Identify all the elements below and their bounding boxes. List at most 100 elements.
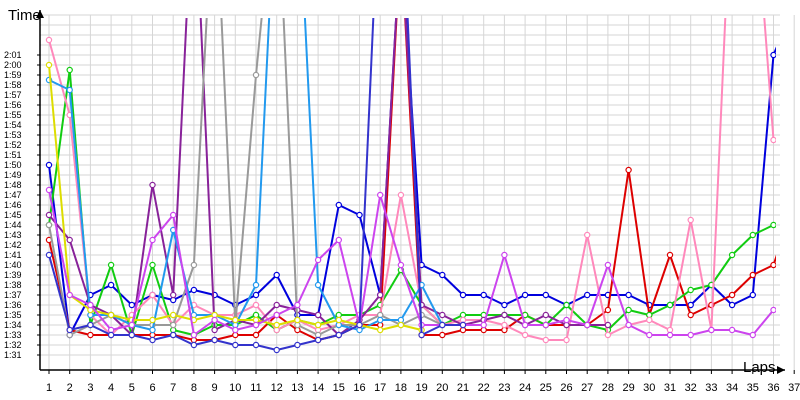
axes [36, 10, 795, 374]
data-point [377, 191, 384, 199]
x-tick-label: 15 [333, 382, 345, 394]
x-tick-label: 6 [149, 382, 155, 394]
data-point [542, 321, 550, 329]
data-point [169, 331, 177, 339]
data-point [356, 321, 363, 329]
data-point [604, 306, 612, 314]
data-point [459, 321, 467, 329]
y-tick-label: 1:42 [4, 240, 22, 250]
data-point [273, 271, 280, 279]
data-point [480, 291, 487, 299]
data-point [107, 331, 115, 339]
data-point [149, 291, 156, 299]
x-tick-label: 37 [788, 382, 800, 394]
x-tick-label: 29 [622, 382, 634, 394]
x-tick-label: 7 [170, 382, 176, 394]
x-axis-arrow [777, 366, 785, 374]
data-point [604, 321, 612, 329]
data-point [232, 326, 239, 334]
data-point [728, 251, 736, 259]
data-point [542, 291, 550, 299]
x-tick-label: 25 [540, 382, 552, 394]
data-point [397, 191, 405, 199]
data-point [770, 306, 776, 314]
y-tick-label: 1:59 [4, 70, 22, 80]
x-tick-label: 21 [457, 382, 469, 394]
data-point [66, 66, 73, 74]
data-point [377, 326, 384, 334]
data-point [335, 331, 342, 339]
data-point [708, 326, 715, 334]
data-point [273, 346, 280, 354]
x-tick-label: 34 [726, 382, 738, 394]
data-point [107, 261, 115, 269]
y-tick-labels: 1:311:321:331:341:351:361:371:381:391:40… [4, 50, 22, 360]
data-point [149, 181, 156, 189]
x-tick-label: 28 [602, 382, 614, 394]
data-point [728, 326, 736, 334]
y-tick-label: 1:39 [4, 270, 22, 280]
data-point [666, 251, 674, 259]
data-point [252, 331, 260, 339]
data-point [45, 251, 53, 259]
data-point [749, 331, 757, 339]
x-tick-label: 12 [271, 382, 283, 394]
series-line [48, 189, 775, 336]
x-tick-label: 36 [767, 382, 779, 394]
x-tick-label: 9 [212, 382, 218, 394]
data-point [190, 286, 198, 294]
y-tick-label: 2:00 [4, 60, 22, 70]
data-point [418, 331, 425, 339]
y-tick-label: 1:46 [4, 200, 22, 210]
data-point [542, 311, 550, 319]
x-tick-labels: 1 2 3 4 5 6 7 8 9 10 11 12 13 14 15 16 17 18 19 20 21 22 23 24 2… [46, 382, 800, 394]
data-point [273, 301, 280, 309]
data-point [128, 331, 135, 339]
x-tick-label: 13 [291, 382, 303, 394]
data-point [252, 281, 260, 289]
data-point [252, 301, 260, 309]
x-tick-label: 10 [229, 382, 241, 394]
data-point [584, 321, 591, 329]
series-lines [45, 18, 776, 354]
data-point [501, 301, 508, 309]
data-point [190, 331, 198, 339]
x-tick-label: 30 [643, 382, 655, 394]
data-point [128, 301, 135, 309]
y-tick-label: 1:45 [4, 210, 22, 220]
y-tick-label: 1:33 [4, 330, 22, 340]
y-tick-label: 1:55 [4, 110, 22, 120]
y-tick-label: 1:58 [4, 80, 22, 90]
data-point [128, 321, 135, 329]
data-point [397, 261, 405, 269]
data-point [294, 341, 301, 349]
data-point [273, 311, 280, 319]
y-tick-label: 1:57 [4, 90, 22, 100]
x-tick-label: 20 [436, 382, 448, 394]
data-point [646, 316, 653, 324]
data-point [770, 261, 776, 269]
data-point [501, 321, 508, 329]
y-tick-label: 1:34 [4, 320, 22, 330]
x-tick-label: 35 [747, 382, 759, 394]
data-point [66, 326, 73, 334]
series-10 [45, 18, 467, 354]
y-tick-label: 1:49 [4, 170, 22, 180]
y-tick-label: 1:47 [4, 190, 22, 200]
data-point [169, 321, 177, 329]
data-point [521, 331, 529, 339]
data-point [66, 86, 73, 94]
data-point [232, 341, 239, 349]
data-point [335, 316, 342, 324]
y-tick-label: 1:53 [4, 130, 22, 140]
data-point [666, 331, 674, 339]
x-tick-label: 17 [374, 382, 386, 394]
data-point [625, 306, 632, 314]
data-point [584, 231, 591, 239]
data-point [501, 251, 508, 259]
y-tick-label: 1:38 [4, 280, 22, 290]
x-tick-label: 3 [87, 382, 93, 394]
data-point [45, 221, 53, 229]
data-point [749, 231, 757, 239]
